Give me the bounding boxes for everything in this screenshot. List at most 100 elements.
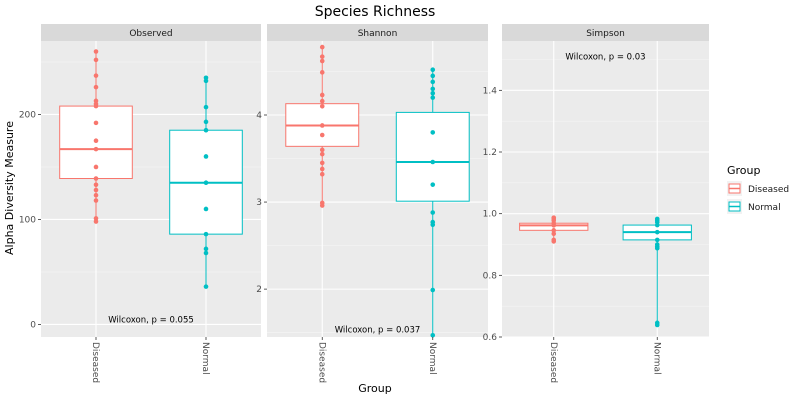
x-axis-title: Group <box>358 382 392 395</box>
data-point <box>203 154 209 159</box>
data-point <box>430 95 436 100</box>
data-point <box>203 246 209 252</box>
data-point <box>654 222 660 228</box>
y-tick-label: 1.2 <box>483 148 497 158</box>
data-point <box>430 159 436 165</box>
data-point <box>93 164 99 170</box>
data-point <box>93 192 99 198</box>
legend-items: Diseased Normal <box>727 181 789 214</box>
legend-item-normal: Normal <box>727 199 781 214</box>
data-point <box>430 90 436 96</box>
data-point <box>93 98 99 104</box>
chart-title: Species Richness <box>315 4 436 20</box>
y-tick-label: 2 <box>256 285 262 295</box>
data-point <box>319 70 325 75</box>
x-tick-label: Normal <box>200 342 210 375</box>
y-tick-label: 0.8 <box>483 271 498 281</box>
panel-simpson: Simpson 0.6 0.8 1.0 1.2 1.4 Diseased Normal Wilc… <box>483 24 709 383</box>
data-point <box>93 146 99 152</box>
data-point <box>430 73 436 79</box>
x-tick-label: Normal <box>651 342 661 375</box>
wilcoxon-annotation-simpson: Wilcoxon, p = 0.03 <box>565 53 645 63</box>
legend: Group Diseased Normal <box>727 164 789 214</box>
data-point <box>551 239 557 244</box>
data-point <box>654 237 660 243</box>
box-shannon-diseased <box>285 44 360 208</box>
data-point <box>430 182 436 187</box>
data-point <box>93 103 99 109</box>
data-point <box>93 57 99 63</box>
data-point <box>551 228 557 233</box>
box-observed-diseased <box>59 49 133 224</box>
data-point <box>319 54 325 59</box>
data-point <box>93 182 99 188</box>
data-point <box>203 180 209 186</box>
data-point <box>430 130 436 135</box>
data-point <box>319 103 325 109</box>
data-point <box>93 73 99 78</box>
y-tick-label: 4 <box>256 111 262 121</box>
data-point <box>203 284 209 289</box>
legend-title: Group <box>727 164 761 177</box>
data-point <box>319 151 325 157</box>
data-point <box>551 223 557 228</box>
data-point <box>203 119 209 125</box>
data-point <box>319 44 325 50</box>
data-point <box>319 132 325 138</box>
data-point <box>319 92 325 98</box>
data-point <box>654 322 660 328</box>
data-point <box>203 75 209 81</box>
x-tick-label: Normal <box>427 342 437 375</box>
wilcoxon-annotation-observed: Wilcoxon, p = 0.055 <box>108 315 194 325</box>
data-point <box>319 98 325 104</box>
panel-observed: Observed 0 100 200 Diseased Normal Wilcoxon, p… <box>19 24 261 383</box>
data-point <box>93 216 99 221</box>
box-simpson-normal <box>622 216 692 328</box>
x-tick-label: Diseased <box>548 342 558 383</box>
data-point <box>203 78 209 84</box>
data-point <box>551 231 557 237</box>
data-point <box>319 171 325 177</box>
data-point <box>430 79 436 85</box>
legend-label-diseased: Diseased <box>748 185 789 195</box>
strip-label-shannon: Shannon <box>358 29 398 39</box>
data-point <box>93 198 99 203</box>
box-simpson-diseased <box>519 215 589 244</box>
x-tick-label: Diseased <box>316 342 326 383</box>
data-point <box>93 84 99 90</box>
facet-panels: Observed 0 100 200 Diseased Normal Wilcoxon, p… <box>19 24 709 383</box>
strip-label-simpson: Simpson <box>586 29 625 39</box>
plot-background-simpson <box>502 41 709 337</box>
data-point <box>430 210 436 215</box>
data-point <box>319 58 325 64</box>
strip-label-observed: Observed <box>129 29 172 39</box>
data-point <box>93 49 99 54</box>
data-point <box>203 231 209 237</box>
strip-observed <box>41 24 261 41</box>
data-point <box>319 203 325 208</box>
data-point <box>93 176 99 181</box>
data-point <box>430 332 436 338</box>
data-point <box>203 127 209 133</box>
data-point <box>319 147 325 153</box>
x-tick-label: Diseased <box>90 342 100 383</box>
data-point <box>654 245 660 251</box>
data-point <box>93 219 99 224</box>
data-point <box>319 160 325 166</box>
data-point <box>430 67 436 73</box>
panel-shannon: Shannon 2 3 4 Diseased Normal Wilcoxon, p = 0.… <box>256 24 488 383</box>
data-point <box>203 206 209 212</box>
data-point <box>203 250 209 256</box>
legend-item-diseased: Diseased <box>727 181 789 196</box>
box-body <box>395 111 470 202</box>
y-tick-label: 100 <box>19 215 36 225</box>
strip-simpson <box>502 24 709 41</box>
data-point <box>430 86 436 92</box>
data-point <box>654 229 660 235</box>
wilcoxon-annotation-shannon: Wilcoxon, p = 0.037 <box>335 326 421 336</box>
data-point <box>319 123 325 128</box>
y-tick-label: 0.6 <box>483 333 498 343</box>
legend-label-normal: Normal <box>748 203 781 213</box>
y-tick-label: 1.0 <box>483 210 498 220</box>
